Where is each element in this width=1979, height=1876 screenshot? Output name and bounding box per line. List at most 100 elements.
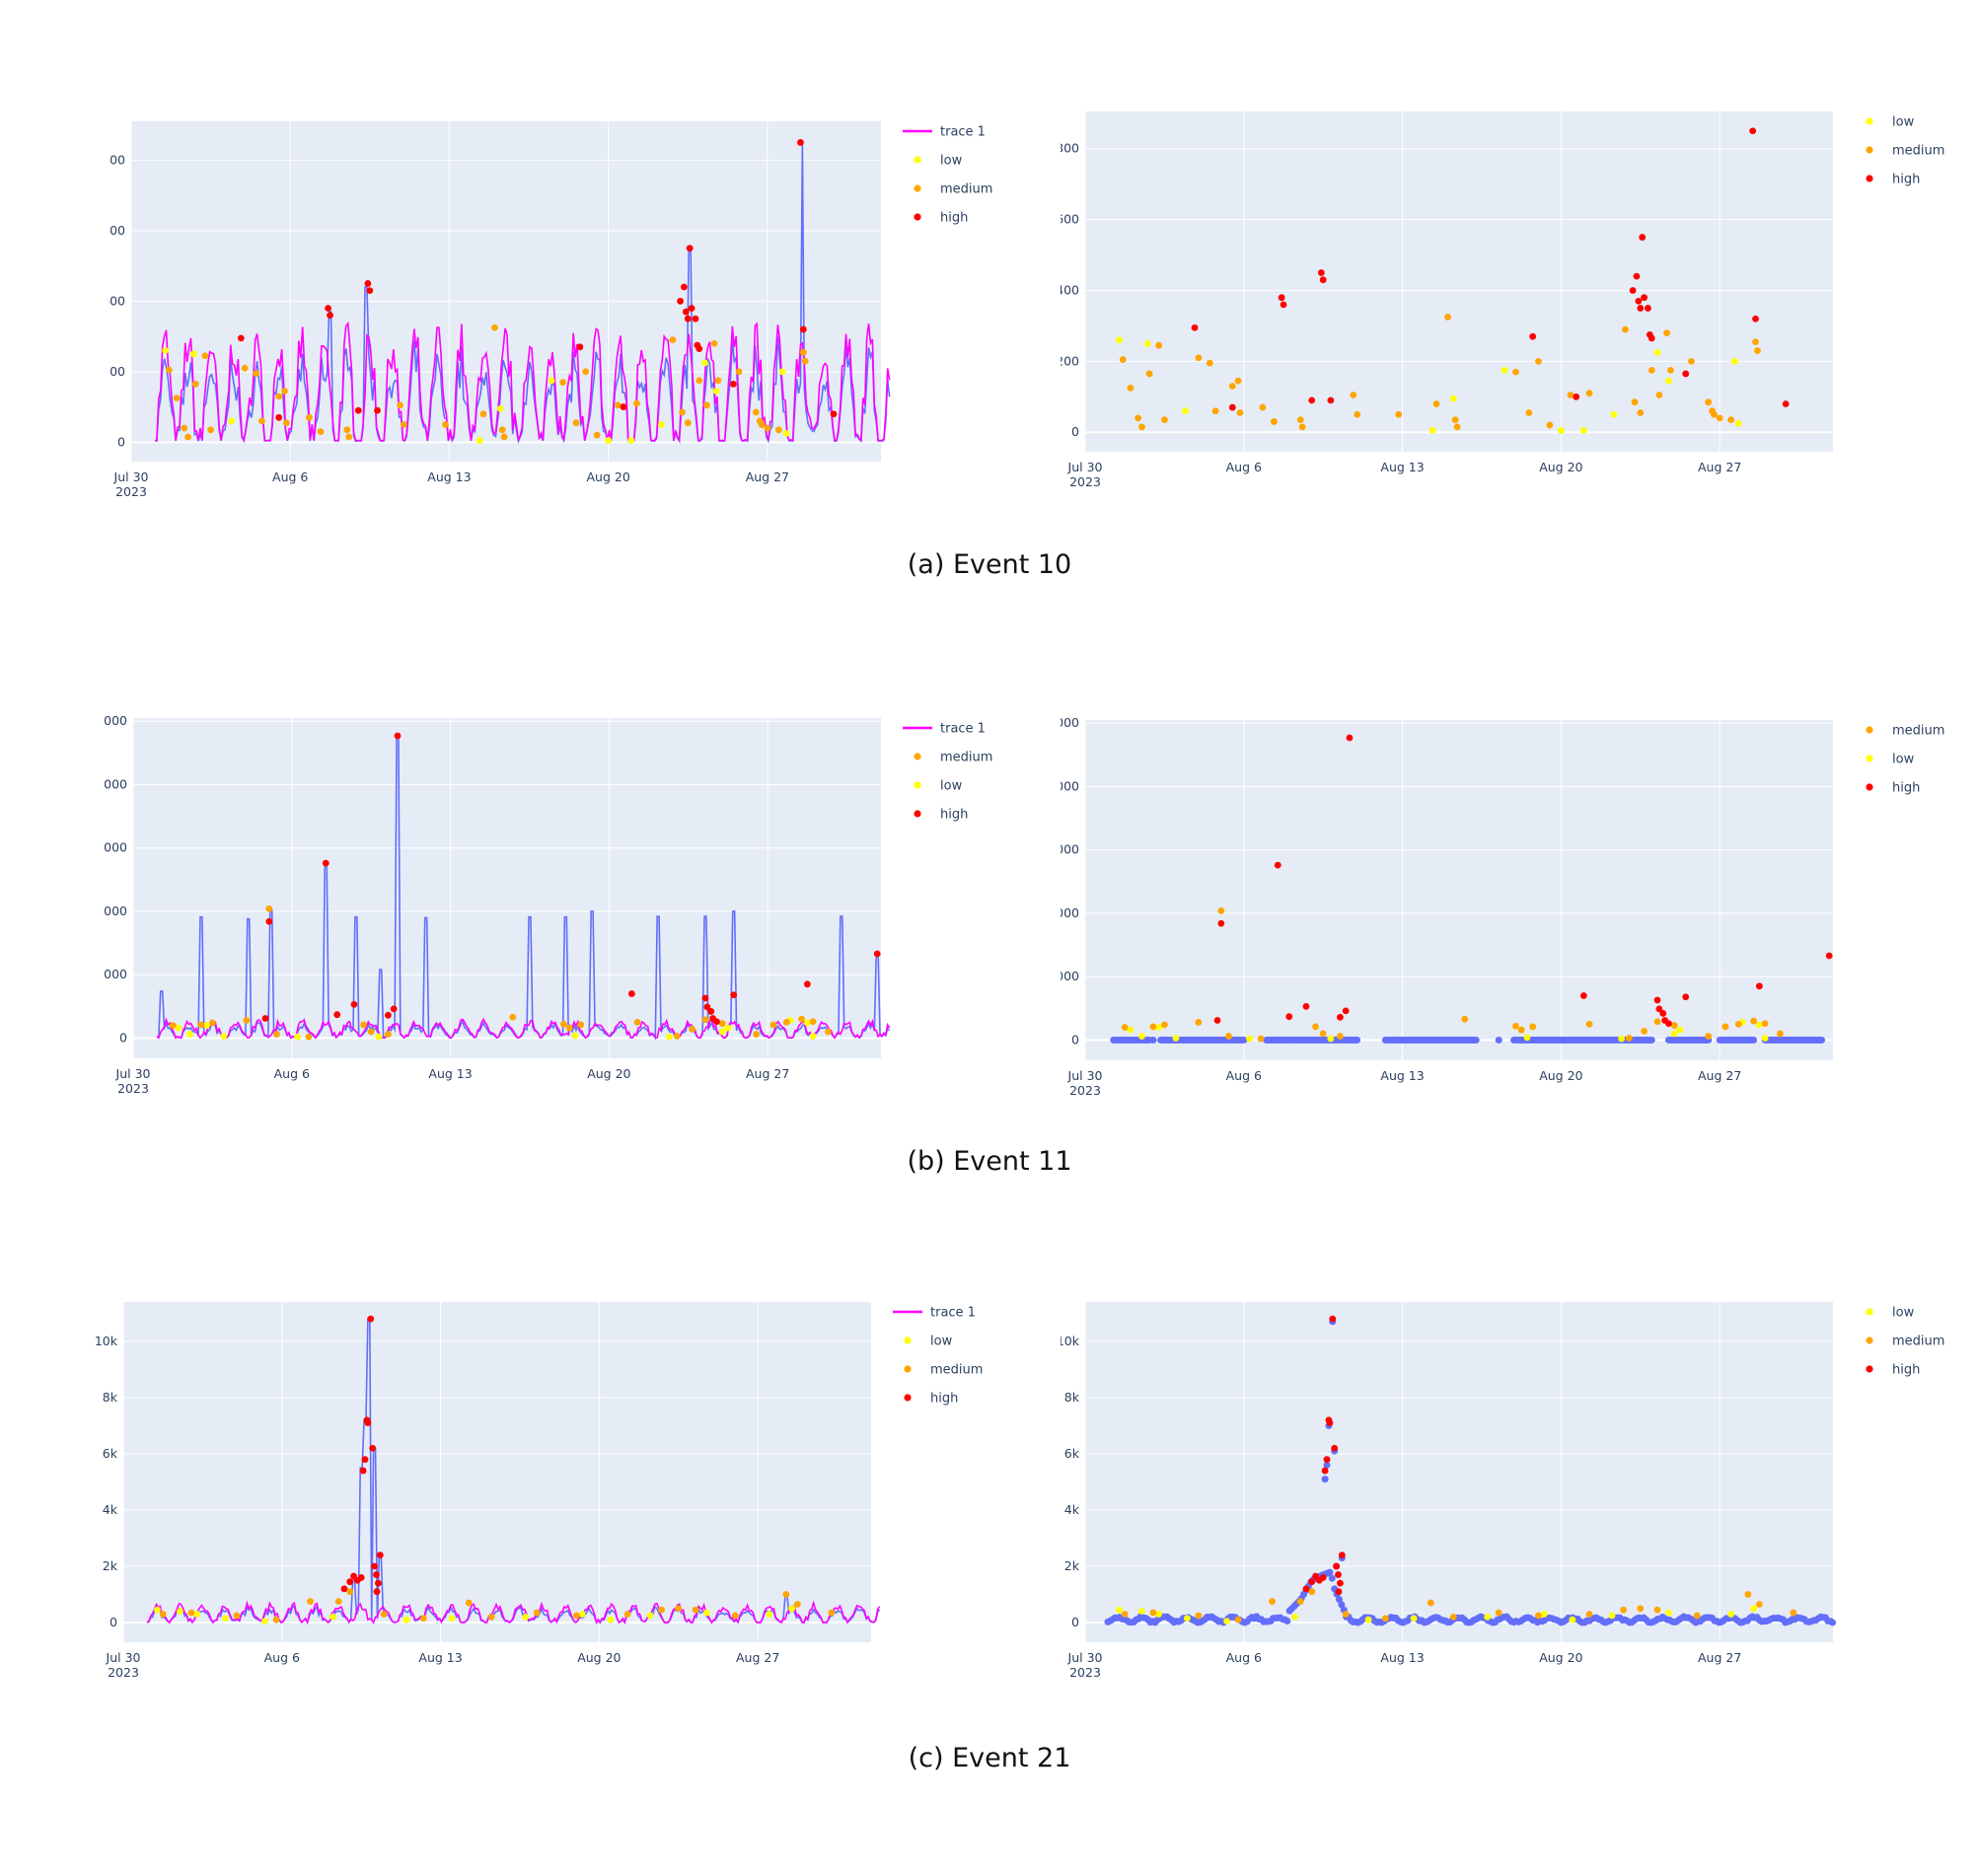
point-medium	[1427, 1599, 1434, 1607]
legend-label: low	[930, 1335, 953, 1349]
point-medium	[1308, 1588, 1316, 1596]
series-layer	[1116, 127, 1790, 434]
point-medium	[1155, 341, 1163, 349]
legend-label: medium	[1892, 724, 1944, 739]
point-medium	[689, 1026, 696, 1033]
point-medium	[1517, 1026, 1525, 1034]
point-high	[692, 315, 699, 323]
y-tick-label: 3000	[1061, 842, 1079, 857]
y-tick-label: 6k	[103, 1446, 118, 1461]
x-tick-label: Jul 30	[1067, 460, 1103, 474]
point-medium	[1296, 416, 1304, 424]
point-high	[327, 312, 333, 320]
data-point	[1354, 1036, 1361, 1044]
point-low	[1138, 1033, 1145, 1040]
y-tick-label: 600	[109, 223, 125, 238]
point-high	[346, 1578, 354, 1586]
point-high	[1323, 1456, 1331, 1464]
point-medium	[1236, 409, 1244, 416]
point-high	[1648, 334, 1655, 342]
x-tick-label: Jul 30	[106, 1650, 141, 1665]
point-medium	[1451, 416, 1459, 424]
point-high	[265, 917, 273, 925]
point-low	[220, 1033, 228, 1040]
point-low	[1484, 1613, 1492, 1621]
point-low	[1172, 1035, 1180, 1042]
y-tick-label: 5000	[104, 713, 127, 728]
data-point	[1335, 1596, 1343, 1604]
y-tick-label: 800	[109, 152, 125, 167]
caption-event-21: (c) Event 21	[908, 1743, 1071, 1773]
point-high	[1335, 1571, 1342, 1578]
point-low	[522, 1613, 530, 1621]
x-tick-label: Aug 27	[1698, 1068, 1741, 1083]
point-medium	[1546, 421, 1554, 429]
point-medium	[400, 421, 407, 428]
point-high	[1665, 1020, 1672, 1028]
data-point	[1495, 1036, 1503, 1044]
x-tick-label: Jul 30	[115, 1066, 151, 1081]
point-medium	[275, 393, 283, 400]
point-low	[1155, 1611, 1163, 1618]
point-medium	[184, 433, 191, 441]
point-medium	[159, 1611, 167, 1618]
point-low	[701, 359, 708, 367]
point-high	[830, 410, 838, 418]
point-high	[677, 297, 684, 305]
point-medium	[385, 1031, 392, 1038]
point-medium	[782, 1591, 790, 1598]
point-medium	[1705, 1033, 1713, 1040]
point-high	[1749, 127, 1757, 135]
point-medium	[1716, 414, 1723, 422]
point-medium	[714, 377, 722, 385]
data-point	[1326, 1568, 1334, 1576]
point-low	[1670, 1030, 1678, 1038]
data-point	[1283, 1618, 1291, 1625]
point-medium	[1655, 392, 1663, 398]
point-low	[571, 1032, 579, 1040]
legend-label: low	[940, 154, 963, 169]
legend-label: medium	[930, 1363, 983, 1378]
legend: trace 1 low medium high	[903, 125, 992, 226]
point-medium	[1225, 1033, 1232, 1040]
point-medium	[165, 366, 173, 374]
point-low	[712, 388, 720, 395]
point-medium	[658, 1606, 665, 1614]
point-medium	[397, 401, 403, 409]
point-high	[1337, 1013, 1344, 1021]
y-tick-label: 2k	[103, 1558, 118, 1573]
point-low	[548, 377, 555, 385]
legend-swatch-low	[1866, 1308, 1873, 1316]
point-low	[476, 437, 483, 444]
legend-swatch-low	[914, 781, 921, 789]
point-low	[627, 437, 635, 444]
point-low	[1557, 427, 1565, 434]
point-low	[448, 1615, 456, 1623]
point-medium	[191, 380, 199, 388]
point-low	[809, 1033, 817, 1040]
point-medium	[1663, 329, 1670, 337]
point-low	[605, 437, 613, 444]
legend-swatch-low	[1866, 755, 1873, 762]
point-low	[1182, 407, 1189, 415]
legend-label: medium	[940, 182, 992, 197]
point-low	[1579, 427, 1587, 434]
point-low	[1246, 1035, 1253, 1043]
legend-label: medium	[940, 751, 992, 765]
point-medium	[1145, 370, 1153, 378]
point-high	[686, 245, 694, 253]
point-low	[1731, 357, 1738, 365]
point-medium	[798, 1015, 806, 1023]
point-medium	[1449, 1613, 1457, 1621]
point-high	[1645, 305, 1651, 312]
point-medium	[1135, 414, 1141, 422]
point-high	[275, 413, 283, 421]
point-high	[394, 732, 402, 740]
point-high	[369, 1444, 377, 1452]
point-medium	[1534, 357, 1542, 365]
point-medium	[633, 399, 640, 407]
point-low	[1755, 1021, 1763, 1029]
